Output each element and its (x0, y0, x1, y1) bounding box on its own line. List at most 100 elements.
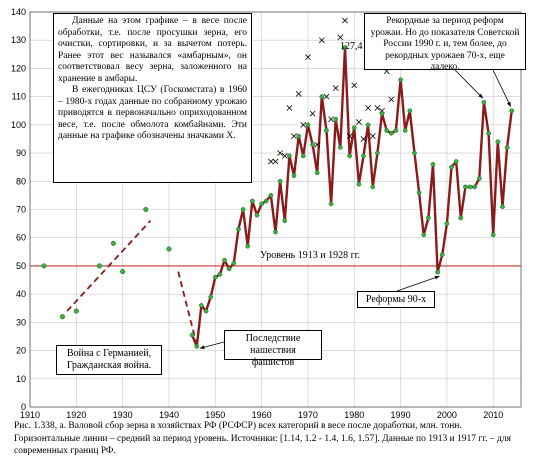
y-tick-label: 10 (16, 374, 26, 384)
reference-line-label: Уровень 1913 и 1928 гг. (258, 250, 363, 262)
data-points (41, 45, 515, 349)
x-marker-stroke (286, 105, 293, 111)
x-marker-stroke (318, 37, 325, 44)
x-marker (337, 34, 344, 41)
trend-segment (177, 271, 198, 346)
data-point (509, 108, 515, 114)
x-marker (286, 105, 293, 111)
y-tick-label: 120 (11, 63, 26, 73)
data-point (430, 162, 436, 167)
y-tick-label: 0 (21, 402, 26, 412)
figure-caption: Рис. 1.338, а. Валовой сбор зерна в хозя… (14, 421, 511, 456)
x-marker (323, 93, 330, 100)
x-marker-stroke (374, 105, 381, 111)
y-tick-label: 110 (12, 92, 26, 102)
x-tick-label: 1950 (205, 410, 225, 420)
x-tick-label: 1960 (252, 410, 272, 420)
data-point (416, 190, 422, 195)
data-point (310, 142, 315, 147)
early-data-point (166, 246, 172, 252)
y-tick-label: 70 (16, 205, 26, 215)
data-point (463, 184, 468, 190)
x-marker-stroke (305, 54, 311, 61)
x-marker (291, 133, 297, 140)
data-point (435, 269, 440, 275)
data-point (208, 294, 214, 300)
x-tick-label: 1970 (298, 410, 318, 420)
data-point (300, 153, 306, 159)
data-point (291, 173, 297, 178)
data-point (444, 221, 450, 226)
axes (29, 11, 522, 408)
x-marker-stroke (291, 133, 297, 140)
x-marker (365, 105, 372, 111)
y-tick-label: 30 (16, 317, 26, 327)
y-tick-label: 90 (16, 148, 26, 158)
data-point (388, 130, 394, 136)
x-marker (342, 17, 348, 24)
fascist-callout: Последствие нашествия фашистов (224, 330, 322, 368)
data-point (398, 77, 403, 83)
data-point (495, 139, 501, 145)
data-point (273, 229, 278, 235)
data-point (504, 145, 510, 150)
x-marker-stroke (342, 17, 348, 24)
data-point (254, 212, 260, 218)
data-point (407, 108, 413, 114)
x-marker (295, 90, 302, 97)
x-marker-stroke (295, 90, 302, 97)
data-point (467, 184, 473, 190)
x-tick-label: 1930 (113, 410, 133, 420)
x-marker (305, 54, 311, 61)
data-point (226, 266, 232, 272)
leader-line (492, 69, 512, 107)
y-tick-label: 20 (16, 346, 26, 356)
data-point (347, 153, 352, 159)
x-marker (309, 110, 316, 117)
x-marker (328, 116, 334, 123)
x-tick-label: 1910 (20, 410, 40, 420)
y-tick-label: 50 (16, 261, 26, 271)
methodology-note: Данные на этом графике – в весе после об… (53, 13, 252, 183)
note-paragraph-2: В ежегодниках ЦСУ (Госкомстата) в 1960 –… (58, 85, 247, 141)
data-point (249, 198, 255, 204)
x-marker-stroke (309, 110, 316, 117)
x-marker-stroke (346, 133, 353, 140)
x-marker-stroke (365, 105, 372, 111)
leader-arrowhead (434, 275, 440, 280)
early-data-point (73, 308, 79, 314)
peak-value-label: 127,4 (340, 41, 363, 52)
x-marker-stroke (328, 116, 334, 123)
x-marker (318, 37, 325, 44)
x-marker-stroke (277, 150, 284, 156)
x-marker (267, 158, 274, 165)
x-tick-label: 1990 (391, 410, 411, 420)
x-marker-stroke (267, 158, 274, 165)
leader-line (454, 69, 484, 99)
data-point (375, 150, 380, 156)
x-marker (272, 158, 279, 165)
x-marker-stroke (360, 136, 367, 142)
data-point (245, 243, 251, 249)
y-tick-label: 140 (11, 7, 26, 17)
data-point (458, 215, 464, 221)
data-point (203, 308, 209, 314)
x-marker-stroke (323, 93, 330, 100)
x-tick-label: 2000 (437, 410, 457, 420)
data-point (426, 215, 431, 221)
y-tick-labels: 0 10 20 30 40 50 60 70 80 90 100 110 120 130 140 (11, 7, 26, 412)
y-tick-label: 130 (11, 35, 26, 45)
data-point (194, 343, 200, 349)
x-marker-stroke (281, 153, 288, 159)
series-line (190, 46, 513, 348)
data-point (268, 193, 274, 198)
data-point (384, 128, 390, 133)
data-point (328, 201, 334, 207)
x-marker (388, 96, 395, 103)
data-point (314, 170, 320, 176)
data-point (500, 204, 505, 210)
x-marker-stroke (351, 82, 358, 89)
data-point (453, 159, 459, 164)
x-tick-label: 1940 (159, 410, 179, 420)
early-data-point (96, 263, 103, 269)
